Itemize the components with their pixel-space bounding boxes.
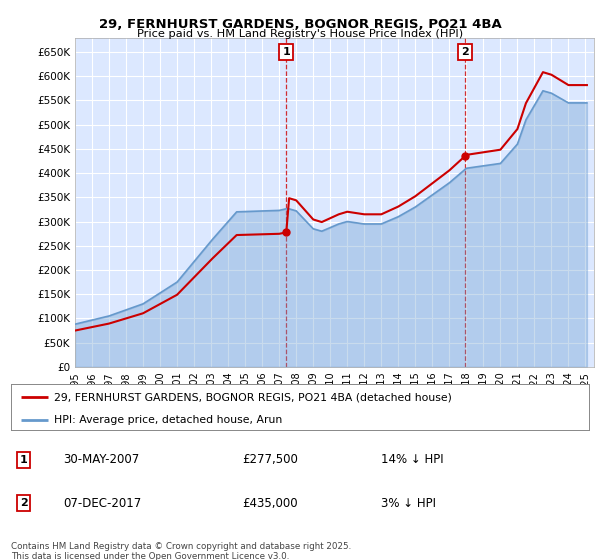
Text: 29, FERNHURST GARDENS, BOGNOR REGIS, PO21 4BA (detached house): 29, FERNHURST GARDENS, BOGNOR REGIS, PO2… bbox=[54, 392, 452, 402]
Text: 29, FERNHURST GARDENS, BOGNOR REGIS, PO21 4BA: 29, FERNHURST GARDENS, BOGNOR REGIS, PO2… bbox=[98, 18, 502, 31]
Text: 1: 1 bbox=[283, 48, 290, 57]
Text: 30-MAY-2007: 30-MAY-2007 bbox=[63, 454, 139, 466]
Text: £435,000: £435,000 bbox=[242, 497, 298, 510]
Text: 3% ↓ HPI: 3% ↓ HPI bbox=[380, 497, 436, 510]
Text: 14% ↓ HPI: 14% ↓ HPI bbox=[380, 454, 443, 466]
Text: HPI: Average price, detached house, Arun: HPI: Average price, detached house, Arun bbox=[54, 415, 283, 425]
Text: 07-DEC-2017: 07-DEC-2017 bbox=[63, 497, 141, 510]
Text: £277,500: £277,500 bbox=[242, 454, 298, 466]
Text: Price paid vs. HM Land Registry's House Price Index (HPI): Price paid vs. HM Land Registry's House … bbox=[137, 29, 463, 39]
Text: 2: 2 bbox=[461, 48, 469, 57]
Text: Contains HM Land Registry data © Crown copyright and database right 2025.
This d: Contains HM Land Registry data © Crown c… bbox=[11, 542, 351, 560]
Text: 2: 2 bbox=[20, 498, 28, 508]
Text: 1: 1 bbox=[20, 455, 28, 465]
